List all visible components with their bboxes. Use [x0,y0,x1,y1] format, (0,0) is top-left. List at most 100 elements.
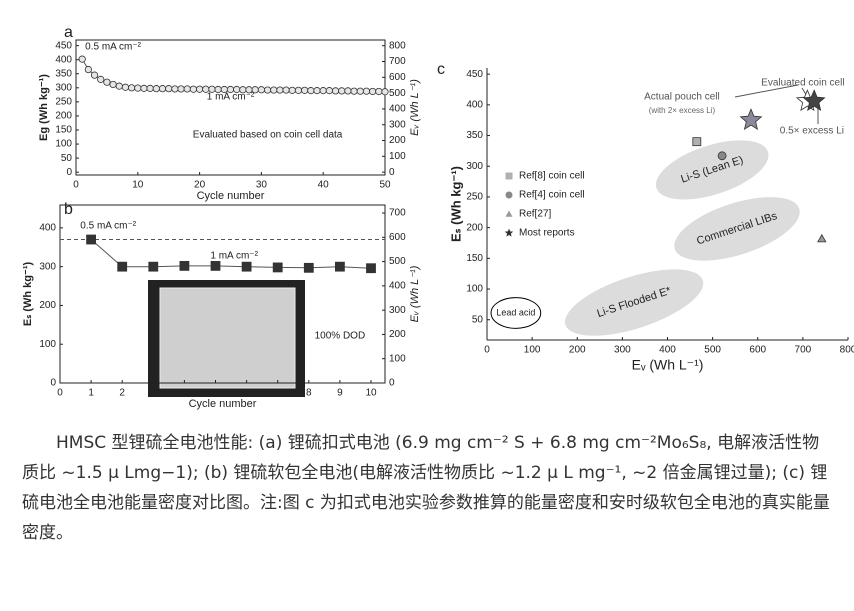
y-tick-label: 400 [55,54,72,65]
annotation: Evaluated coin cell [761,77,844,88]
marker [159,85,165,91]
y2-tick-label: 100 [389,353,406,364]
y-tick-label: 300 [466,161,483,172]
y2-tick-label: 300 [389,305,406,316]
y-tick-label: 450 [55,40,72,51]
marker [369,88,375,94]
x-tick-label: 400 [659,345,676,356]
pouch-cell [160,288,295,388]
marker [277,87,283,93]
x-tick-label: 0 [484,345,490,356]
marker [283,87,289,93]
legend-label: Ref[4] coin cell [519,190,585,201]
marker [128,85,134,91]
marker [196,86,202,92]
x-tick-label: 600 [749,345,766,356]
y-tick-label: 250 [466,192,483,203]
y-tick-label: 100 [55,139,72,150]
marker [87,235,96,244]
y2-tick-label: 200 [389,329,406,340]
marker [91,72,97,78]
marker [357,88,363,94]
marker [147,85,153,91]
y-tick-label: 100 [466,284,483,295]
x-tick-label: 1 [88,388,94,399]
annotation: 0.5 mA cm⁻² [80,221,137,232]
marker [326,87,332,93]
annotation: 1 mA cm⁻² [207,91,255,102]
marker [295,87,301,93]
marker [367,264,376,273]
y2-tick-label: 400 [389,104,406,115]
marker [178,86,184,92]
marker [308,87,314,93]
y2-axis-title: Eᵥ (Wh L⁻¹) [409,79,421,136]
x-tick-label: 3 [151,388,157,399]
y-tick-label: 300 [55,82,72,93]
x-tick-label: 500 [704,345,721,356]
x-tick-label: 700 [795,345,812,356]
x-tick-label: 40 [318,180,330,191]
marker [363,88,369,94]
x-tick-label: 0 [57,388,63,399]
y2-tick-label: 300 [389,119,406,130]
marker [211,261,220,270]
y-tick-label: 400 [39,223,56,234]
legend-marker [506,211,513,217]
y2-tick-label: 200 [389,135,406,146]
y-axis-title: Eₛ (Wh kg⁻¹) [448,166,463,242]
y-tick-label: 200 [55,111,72,122]
annotation: Evaluated based on coin cell data [193,130,343,141]
y2-tick-label: 0 [389,378,395,389]
marker [258,87,264,93]
annotation: (with 2× excess Li) [649,106,716,115]
y2-tick-label: 500 [389,256,406,267]
marker [190,86,196,92]
annotation: Actual pouch cell [644,91,720,102]
marker [85,66,91,72]
y-axis-title: Eg (Wh kg⁻¹) [38,74,50,141]
y2-tick-label: 100 [389,151,406,162]
marker [376,88,382,94]
marker [301,87,307,93]
y-tick-label: 450 [466,69,483,80]
marker [273,263,282,272]
y-tick-label: 50 [61,153,73,164]
panel-label: b [64,201,73,218]
x-tick-label: 0 [73,180,79,191]
marker [104,79,110,85]
x-tick-label: 100 [524,345,541,356]
y-tick-label: 150 [466,253,483,264]
marker [818,235,826,242]
marker [135,85,141,91]
y-tick-label: 50 [472,314,484,325]
x-tick-label: 10 [132,180,144,191]
marker [741,109,762,129]
y-tick-label: 150 [55,125,72,136]
marker [304,263,313,272]
marker [320,87,326,93]
y2-tick-label: 700 [389,56,406,67]
y-tick-label: 250 [55,97,72,108]
x-tick-label: 10 [365,388,377,399]
page: a010203040500501001502002503003504004500… [0,0,854,611]
x-tick-label: 50 [379,180,391,191]
panel-label: a [64,24,73,41]
marker [118,262,127,271]
x-axis-title: Cycle number [189,398,257,410]
marker [116,83,122,89]
x-axis-title: Cycle number [197,190,265,202]
y2-tick-label: 500 [389,88,406,99]
legend-label: Ref[8] coin cell [519,171,585,182]
marker [98,76,104,82]
marker [335,262,344,271]
y-tick-label: 100 [39,339,56,350]
y-tick-label: 350 [55,68,72,79]
region-label: Lead acid [496,307,535,317]
marker [339,88,345,94]
legend-label: Most reports [519,228,575,239]
marker [141,85,147,91]
marker [166,85,172,91]
x-tick-label: 9 [337,388,343,399]
